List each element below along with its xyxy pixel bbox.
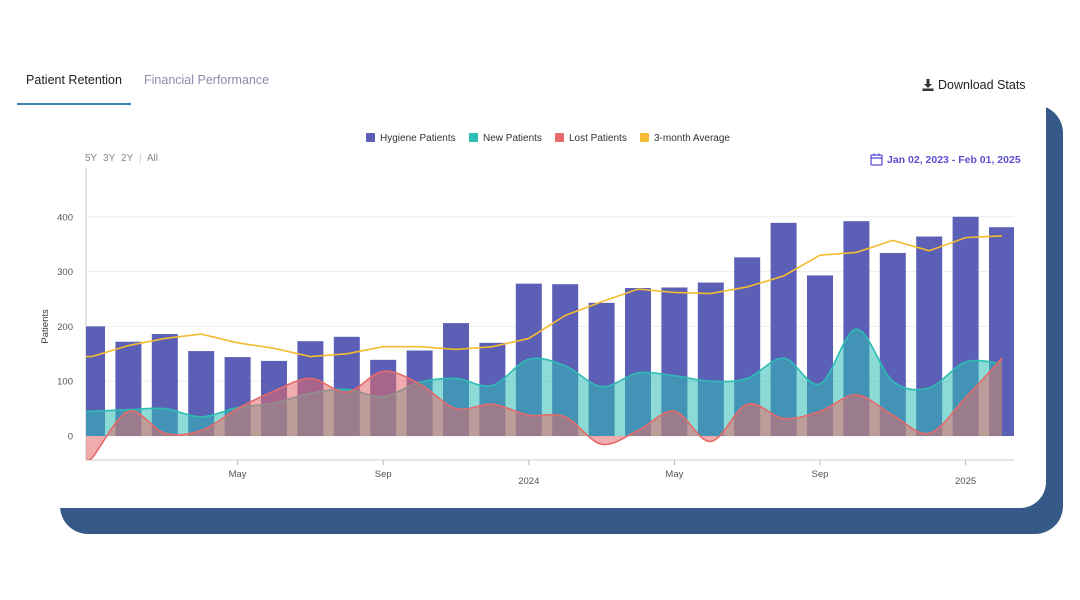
range-3y-button[interactable]: 3Y: [103, 153, 116, 164]
y-tick-label: 100: [57, 377, 73, 388]
tab-financial-performance[interactable]: Financial Performance: [144, 73, 270, 87]
lost-patients-area: [86, 358, 1002, 460]
x-tick-label: May: [229, 469, 247, 480]
range-5y-button[interactable]: 5Y: [85, 153, 98, 164]
y-tick-label: 300: [57, 267, 73, 278]
y-tick-label: 0: [68, 432, 73, 443]
x-tick-label: Sep: [375, 469, 392, 480]
legend-label: Lost Patients: [569, 133, 627, 144]
tab-patient-retention[interactable]: Patient Retention: [17, 72, 131, 105]
x-tick-label: 2025: [955, 476, 976, 487]
plot-area: [86, 216, 1014, 460]
legend-swatch: [366, 133, 375, 142]
lost-patients-line: [86, 357, 1003, 460]
date-range-picker[interactable]: Jan 02, 2023 - Feb 01, 2025: [870, 153, 1021, 166]
y-tick-label: 400: [57, 212, 73, 223]
legend-item[interactable]: New Patients: [469, 133, 542, 144]
legend-label: Hygiene Patients: [380, 133, 456, 144]
legend-swatch: [555, 133, 564, 142]
y-axis-title: Patients: [40, 309, 51, 344]
legend-item[interactable]: Lost Patients: [555, 133, 627, 144]
calendar-icon: [870, 153, 883, 166]
range-selector: 5Y 3Y 2Y | All: [85, 153, 161, 164]
download-icon: [922, 79, 934, 91]
range-all-button[interactable]: All: [146, 153, 159, 164]
download-stats-button[interactable]: Download Stats: [922, 78, 1026, 92]
x-tick-label: 2024: [518, 476, 539, 487]
legend-label: 3-month Average: [654, 133, 730, 144]
y-tick-label: 200: [57, 322, 73, 333]
legend-item[interactable]: Hygiene Patients: [366, 133, 456, 144]
legend-swatch: [469, 133, 478, 142]
x-tick-label: Sep: [812, 469, 829, 480]
download-stats-label: Download Stats: [938, 78, 1026, 92]
range-separator: |: [139, 153, 142, 164]
legend-item[interactable]: 3-month Average: [640, 133, 730, 144]
retention-chart: 0 100 200 300 400 Patients May Sep 2024 May Sep 202…: [40, 133, 1014, 487]
legend-label: New Patients: [483, 133, 542, 144]
new-patients-line: [86, 328, 1003, 418]
date-range-label: Jan 02, 2023 - Feb 01, 2025: [887, 153, 1021, 166]
average-line: [86, 235, 1003, 358]
legend-swatch: [640, 133, 649, 142]
range-2y-button[interactable]: 2Y: [121, 153, 134, 164]
x-tick-label: May: [665, 469, 683, 480]
chart-card: Patient Retention Financial Performance …: [0, 60, 1046, 508]
